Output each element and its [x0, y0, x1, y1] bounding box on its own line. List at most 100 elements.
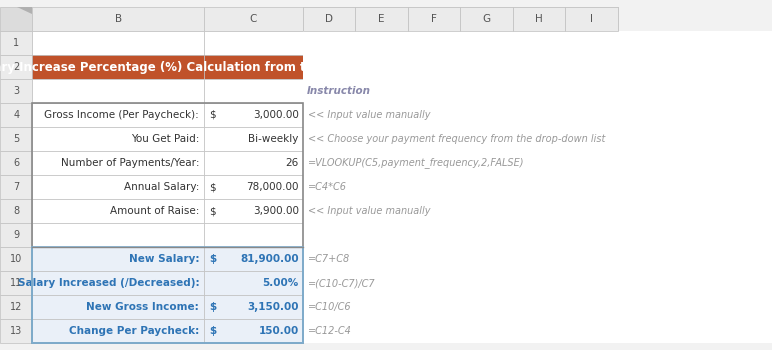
- Bar: [303, 103, 772, 127]
- Text: $: $: [209, 254, 216, 264]
- Bar: [204, 55, 303, 79]
- Text: Annual Salary:: Annual Salary:: [124, 182, 199, 192]
- Text: << Choose your payment frequency from the drop-down list: << Choose your payment frequency from th…: [308, 134, 605, 144]
- Text: 81,900.00: 81,900.00: [240, 254, 299, 264]
- Bar: [0, 247, 32, 271]
- Text: << Input value manually: << Input value manually: [308, 206, 431, 216]
- Bar: [0, 175, 32, 199]
- Bar: [32, 319, 204, 343]
- Text: << Input value manually: << Input value manually: [308, 110, 431, 120]
- Text: B: B: [114, 14, 122, 24]
- Bar: [204, 319, 303, 343]
- Text: =C12-C4: =C12-C4: [308, 326, 352, 336]
- Bar: [0, 127, 32, 151]
- Text: 11: 11: [10, 278, 22, 288]
- Bar: [303, 199, 772, 223]
- Bar: [0, 223, 32, 247]
- Text: 3: 3: [13, 86, 19, 96]
- Bar: [204, 175, 303, 199]
- Bar: [0, 319, 32, 343]
- Text: G: G: [482, 14, 490, 24]
- Text: 13: 13: [10, 326, 22, 336]
- Text: F: F: [431, 14, 437, 24]
- Text: New Salary:: New Salary:: [129, 254, 199, 264]
- Text: $: $: [209, 206, 216, 216]
- Text: Instruction: Instruction: [306, 86, 371, 96]
- Text: =(C10-C7)/C7: =(C10-C7)/C7: [308, 278, 376, 288]
- Bar: [408, 7, 460, 31]
- Bar: [0, 31, 32, 55]
- Text: =C4*C6: =C4*C6: [308, 182, 347, 192]
- Text: 6: 6: [13, 158, 19, 168]
- Bar: [204, 295, 303, 319]
- Bar: [32, 295, 204, 319]
- Text: =C7+C8: =C7+C8: [308, 254, 350, 264]
- Bar: [303, 223, 772, 247]
- Polygon shape: [16, 7, 32, 14]
- Bar: [565, 7, 618, 31]
- Text: E: E: [378, 14, 384, 24]
- Text: 150.00: 150.00: [259, 326, 299, 336]
- Bar: [0, 7, 32, 31]
- Bar: [32, 175, 204, 199]
- Bar: [204, 79, 303, 103]
- Bar: [0, 103, 32, 127]
- Bar: [32, 199, 204, 223]
- Bar: [204, 151, 303, 175]
- Text: D: D: [325, 14, 333, 24]
- Bar: [355, 7, 408, 31]
- Bar: [0, 199, 32, 223]
- Text: $: $: [209, 182, 216, 192]
- Bar: [0, 151, 32, 175]
- Bar: [204, 223, 303, 247]
- Bar: [32, 31, 204, 55]
- Text: 5: 5: [13, 134, 19, 144]
- Bar: [204, 199, 303, 223]
- Bar: [204, 271, 303, 295]
- Bar: [32, 223, 204, 247]
- Text: 10: 10: [10, 254, 22, 264]
- Text: Change Per Paycheck:: Change Per Paycheck:: [69, 326, 199, 336]
- Text: You Get Paid:: You Get Paid:: [130, 134, 199, 144]
- Text: $: $: [209, 302, 216, 312]
- Text: I: I: [590, 14, 593, 24]
- Text: =VLOOKUP(C5,payment_frequency,2,FALSE): =VLOOKUP(C5,payment_frequency,2,FALSE): [308, 158, 524, 168]
- Text: Salary Increase Percentage (%) Calculation from the Raise: Salary Increase Percentage (%) Calculati…: [0, 61, 362, 74]
- Text: $: $: [209, 110, 216, 120]
- Bar: [0, 79, 32, 103]
- Bar: [303, 175, 772, 199]
- Bar: [204, 103, 303, 127]
- Bar: [303, 319, 772, 343]
- Bar: [303, 7, 355, 31]
- Text: 12: 12: [10, 302, 22, 312]
- Bar: [303, 31, 772, 55]
- Bar: [0, 55, 32, 79]
- Bar: [303, 79, 772, 103]
- Text: Bi-weekly: Bi-weekly: [249, 134, 299, 144]
- Text: C: C: [249, 14, 257, 24]
- Text: 3,900.00: 3,900.00: [252, 206, 299, 216]
- Text: 4: 4: [13, 110, 19, 120]
- Text: 8: 8: [13, 206, 19, 216]
- Bar: [32, 247, 204, 271]
- Text: F: F: [431, 14, 437, 24]
- Bar: [408, 7, 460, 31]
- Bar: [32, 271, 204, 295]
- Bar: [565, 7, 618, 31]
- Bar: [32, 103, 204, 127]
- Bar: [460, 7, 513, 31]
- Bar: [32, 103, 303, 343]
- Bar: [32, 79, 204, 103]
- Bar: [303, 55, 772, 79]
- Text: Number of Payments/Year:: Number of Payments/Year:: [61, 158, 199, 168]
- Text: D: D: [325, 14, 333, 24]
- Bar: [303, 151, 772, 175]
- Bar: [204, 247, 303, 271]
- Bar: [204, 31, 303, 55]
- Bar: [303, 271, 772, 295]
- Text: 26: 26: [286, 158, 299, 168]
- Bar: [513, 7, 565, 31]
- Bar: [204, 7, 303, 31]
- Bar: [303, 7, 355, 31]
- Bar: [0, 295, 32, 319]
